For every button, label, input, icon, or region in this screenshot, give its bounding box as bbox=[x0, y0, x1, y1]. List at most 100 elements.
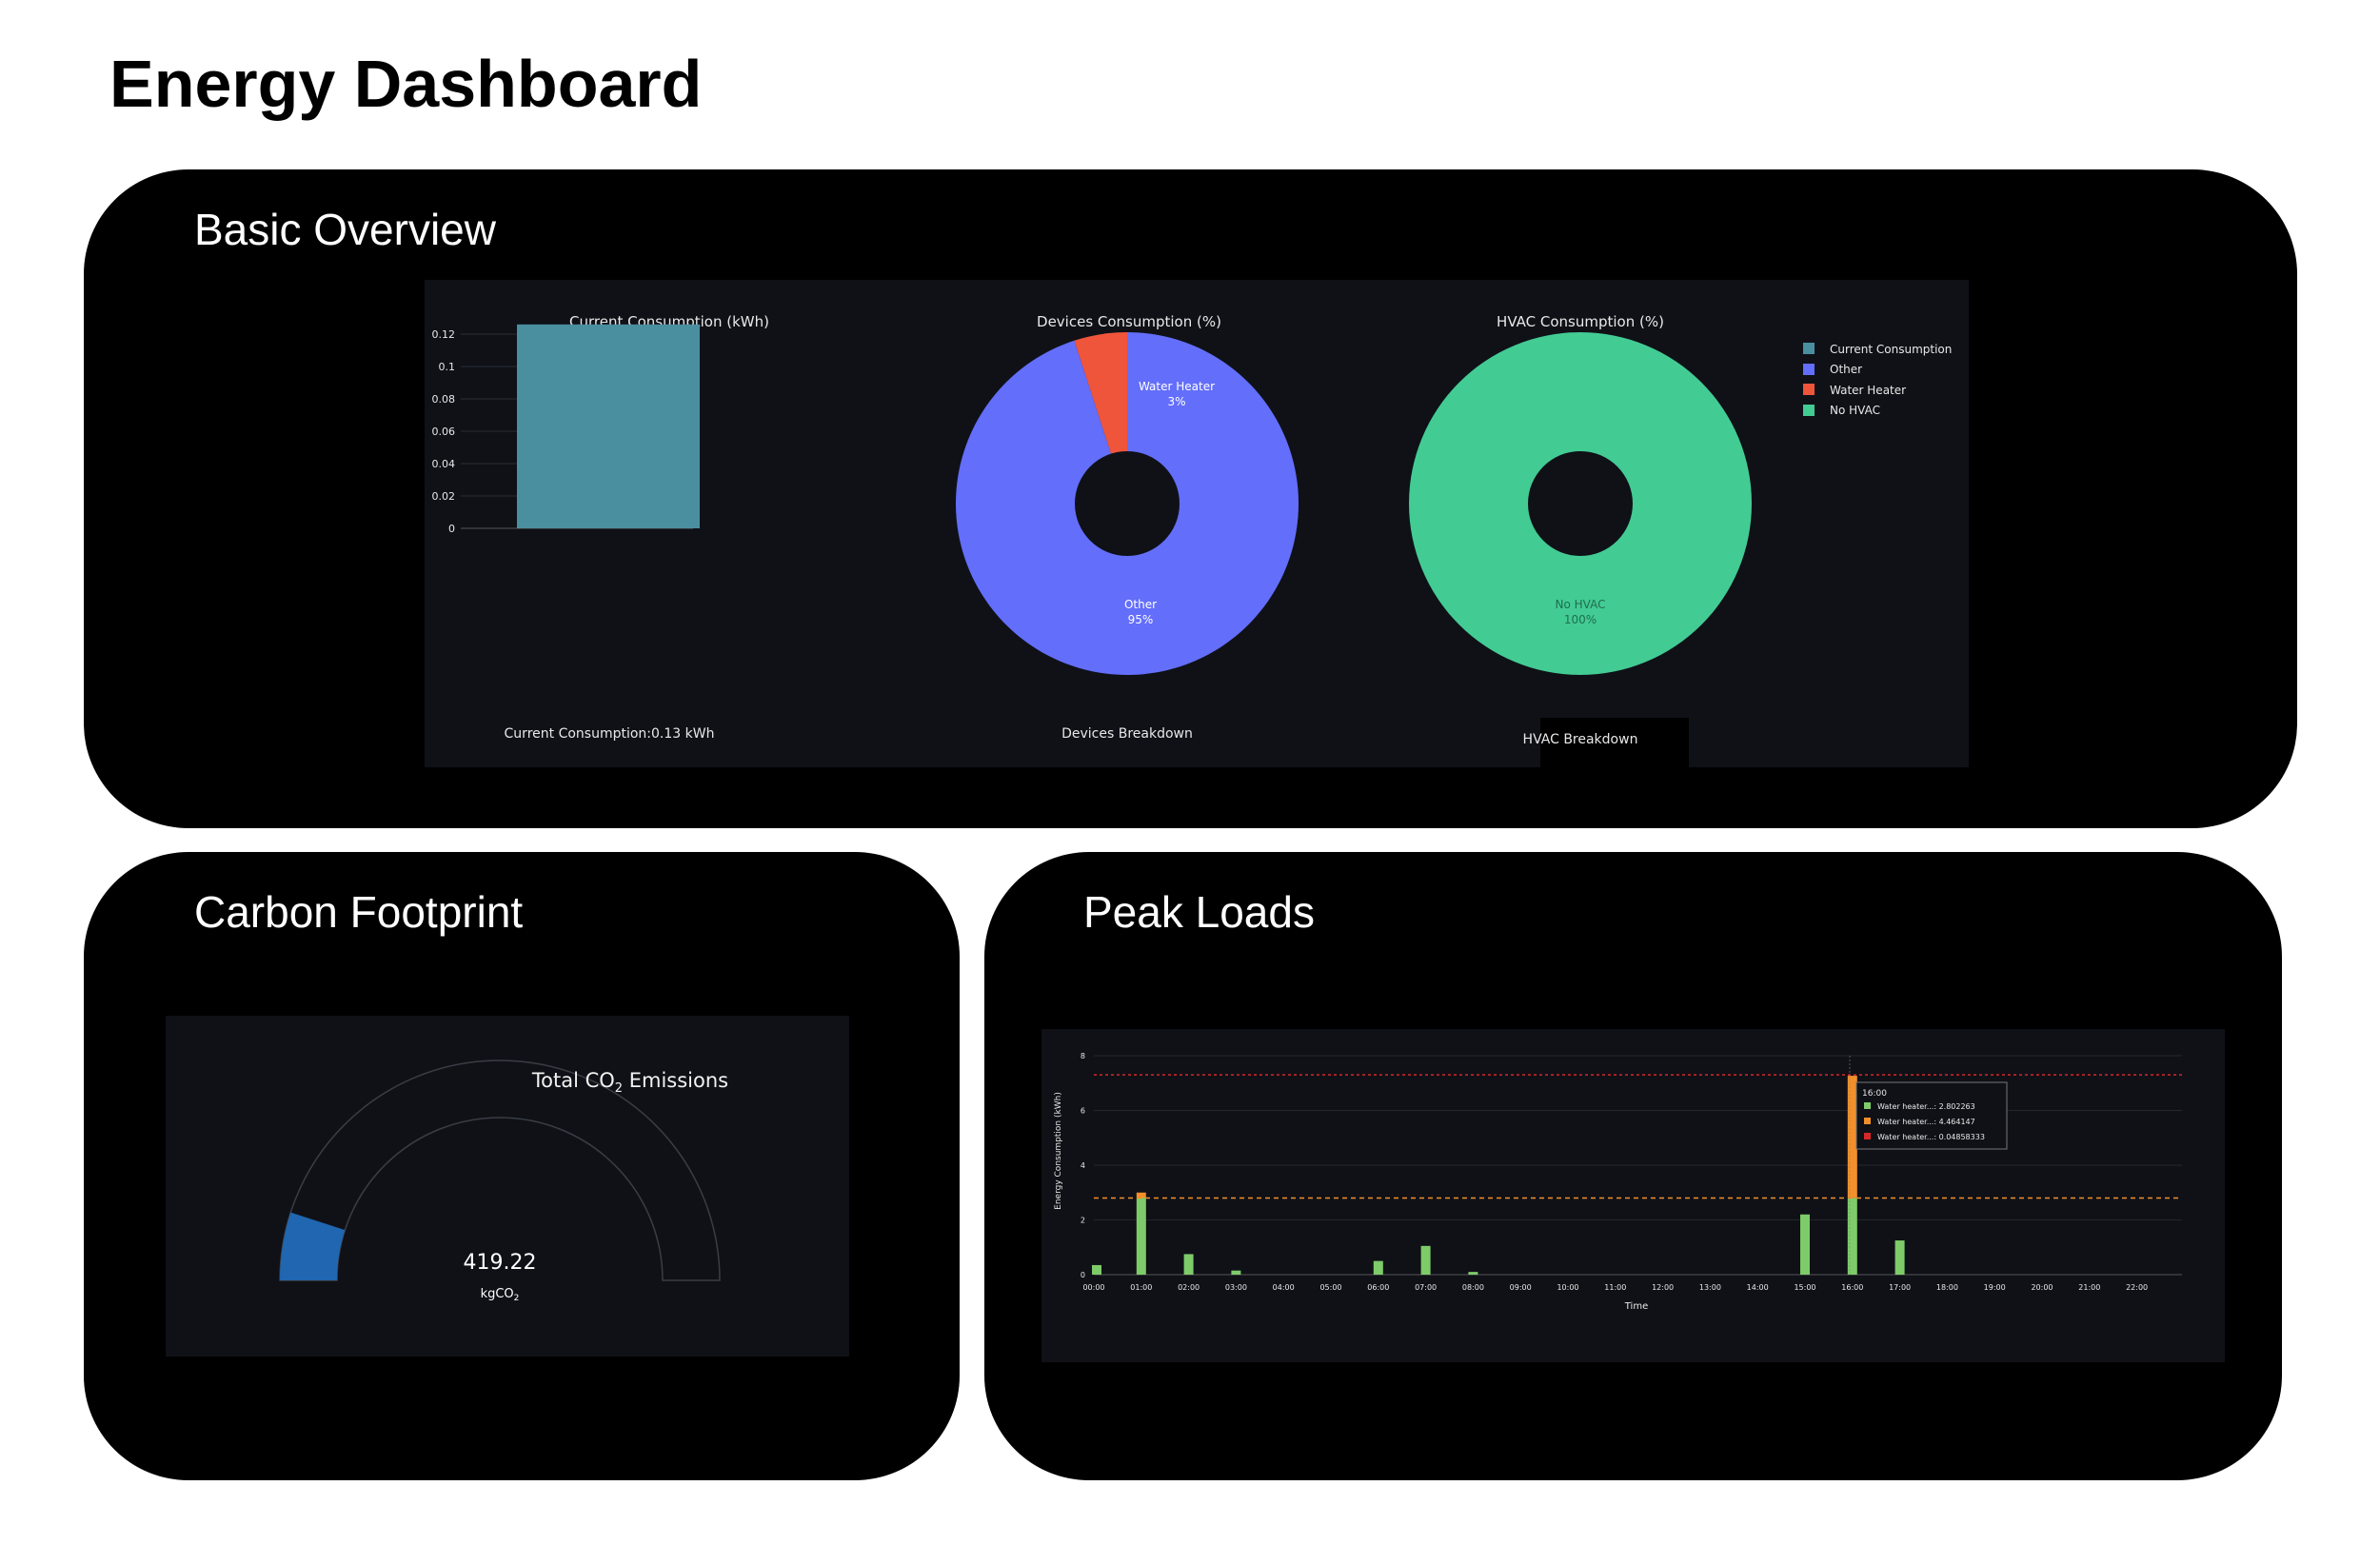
bar-y-tick-label: 0.04 bbox=[432, 458, 456, 470]
peak-x-tick-label: 03:00 bbox=[1225, 1283, 1247, 1292]
peak-x-tick-label: 01:00 bbox=[1130, 1283, 1152, 1292]
water-heater-slice-pct: 3% bbox=[1167, 395, 1185, 408]
water-heater-slice-label: Water Heater bbox=[1139, 380, 1215, 393]
peak-x-tick-label: 20:00 bbox=[2031, 1283, 2053, 1292]
peak-x-tick-label: 19:00 bbox=[1984, 1283, 2006, 1292]
tooltip-row-2: Water heater...: 4.464147 bbox=[1877, 1118, 1975, 1126]
peak-x-tick-label: 21:00 bbox=[2078, 1283, 2100, 1292]
devices-consumption-title: Devices Consumption (%) bbox=[1037, 313, 1221, 330]
tooltip-box bbox=[1855, 1081, 2008, 1150]
peak-x-tick-label: 15:00 bbox=[1794, 1283, 1815, 1292]
overview-charts-svg: Current Consumption (kWh) 00.020.040.060… bbox=[432, 313, 1952, 767]
hvac-consumption-title: HVAC Consumption (%) bbox=[1497, 313, 1664, 330]
carbon-footprint-title: Carbon Footprint bbox=[194, 887, 524, 937]
peak-y-tick-label: 8 bbox=[1081, 1052, 1085, 1060]
tooltip-time: 16:00 bbox=[1862, 1089, 1887, 1099]
peak-x-tick-label: 02:00 bbox=[1178, 1283, 1200, 1292]
carbon-footprint-card: Carbon Footprint Total CO2 Emissions 419… bbox=[84, 852, 960, 1480]
tooltip-swatch-1 bbox=[1864, 1102, 1871, 1109]
peak-bar-orange[interactable] bbox=[1136, 1192, 1146, 1199]
current-consumption-grid: 0 0.02 0.04 0.06 0.08 0.1 0.12 bbox=[432, 328, 693, 535]
peak-bar-green[interactable] bbox=[1468, 1272, 1478, 1275]
overview-legend[interactable]: Current Consumption Other Water Heater N… bbox=[1803, 343, 1952, 417]
tooltip-row-3: Water heater...: 0.04858333 bbox=[1877, 1133, 1985, 1141]
gauge-unit: kgCO2 bbox=[481, 1287, 520, 1303]
peak-x-tick-label: 04:00 bbox=[1273, 1283, 1295, 1292]
legend-swatch-other bbox=[1803, 364, 1815, 375]
tooltip-swatch-2 bbox=[1864, 1118, 1871, 1124]
peak-bar-green[interactable] bbox=[1136, 1198, 1146, 1276]
peak-y-tick-label: 4 bbox=[1081, 1161, 1085, 1170]
gauge-title: Total CO2 Emissions bbox=[531, 1069, 728, 1096]
peak-x-tick-label: 13:00 bbox=[1699, 1283, 1721, 1292]
peak-loads-title: Peak Loads bbox=[1083, 887, 1315, 937]
tooltip-row-1: Water heater...: 2.802263 bbox=[1877, 1102, 1975, 1111]
bar-y-tick-label: 0 bbox=[448, 523, 455, 535]
peak-grid: 0 2 4 6 8 bbox=[1081, 1052, 2182, 1279]
peak-bar-green[interactable] bbox=[1231, 1270, 1241, 1275]
tooltip-swatch-3 bbox=[1864, 1133, 1871, 1139]
peak-y-tick-label: 6 bbox=[1081, 1107, 1085, 1116]
legend-swatch-current bbox=[1803, 343, 1815, 354]
legend-item-water-heater[interactable]: Water Heater bbox=[1830, 384, 1906, 397]
current-consumption-bar[interactable] bbox=[517, 324, 700, 528]
peak-bar-green[interactable] bbox=[1092, 1264, 1101, 1275]
peak-x-tick-label: 09:00 bbox=[1510, 1283, 1532, 1292]
devices-donut-hole bbox=[1075, 451, 1180, 556]
hvac-donut-hole bbox=[1528, 451, 1633, 556]
peak-bars[interactable] bbox=[1092, 1076, 1905, 1275]
peak-loads-card: Peak Loads 0 2 4 6 8 00:00 01:00 02:00 03:00 04:… bbox=[984, 852, 2282, 1480]
page-title: Energy Dashboard bbox=[109, 47, 703, 121]
peak-bar-green[interactable] bbox=[1420, 1245, 1431, 1275]
peak-x-tick-label: 10:00 bbox=[1557, 1283, 1578, 1292]
bar-y-tick-label: 0.02 bbox=[432, 490, 456, 503]
hvac-breakdown-footer: HVAC Breakdown bbox=[1523, 732, 1638, 747]
current-consumption-bars bbox=[517, 324, 700, 528]
peak-threshold-lines bbox=[1094, 1074, 2182, 1199]
peak-x-tick-label: 07:00 bbox=[1415, 1283, 1437, 1292]
legend-item-other[interactable]: Other bbox=[1830, 363, 1862, 376]
peak-bar-green[interactable] bbox=[1847, 1198, 1857, 1275]
no-hvac-slice-pct: 100% bbox=[1564, 613, 1597, 626]
basic-overview-plot: Current Consumption (kWh) 0 0.02 0.04 0.06 0… bbox=[425, 280, 1969, 767]
peak-x-tick-label: 08:00 bbox=[1462, 1283, 1484, 1292]
peak-bar-green[interactable] bbox=[1183, 1254, 1194, 1275]
other-slice-pct: 95% bbox=[1128, 613, 1154, 626]
basic-overview-title: Basic Overview bbox=[194, 205, 496, 254]
peak-x-tick-label: 16:00 bbox=[1841, 1283, 1863, 1292]
peak-x-tick-label: 11:00 bbox=[1604, 1283, 1626, 1292]
peak-x-tick-label: 06:00 bbox=[1367, 1283, 1389, 1292]
peak-x-tick-label: 17:00 bbox=[1889, 1283, 1911, 1292]
bar-y-tick-label: 0.08 bbox=[432, 393, 456, 406]
peak-x-tick-label: 18:00 bbox=[1936, 1283, 1958, 1292]
peak-bar-green[interactable] bbox=[1894, 1240, 1905, 1275]
peak-tooltip: 16:00 Water heater...: 2.802263 Water he… bbox=[1849, 1056, 2008, 1275]
peak-loads-plot: 0 2 4 6 8 00:00 01:00 02:00 03:00 04:00 05:00 06:0… bbox=[1041, 1029, 2225, 1362]
peak-x-tick-label: 22:00 bbox=[2126, 1283, 2148, 1292]
peak-bar-green[interactable] bbox=[1800, 1214, 1810, 1275]
legend-item-no-hvac[interactable]: No HVAC bbox=[1830, 404, 1880, 417]
basic-overview-card: Basic Overview Current Consumption (kWh)… bbox=[84, 169, 2297, 828]
peak-x-tick-label: 12:00 bbox=[1652, 1283, 1674, 1292]
peak-x-ticks: 00:00 01:00 02:00 03:00 04:00 05:00 06:00 07:00… bbox=[1082, 1283, 2148, 1292]
peak-y-axis-label: Energy Consumption (kWh) bbox=[1054, 1092, 1063, 1210]
gauge-track bbox=[279, 1060, 721, 1281]
peak-bar-green[interactable] bbox=[1373, 1260, 1383, 1275]
gauge-value-arc bbox=[280, 1212, 346, 1280]
peak-x-tick-label: 14:00 bbox=[1747, 1283, 1769, 1292]
peak-y-tick-label: 2 bbox=[1081, 1217, 1085, 1225]
legend-item-current[interactable]: Current Consumption bbox=[1830, 343, 1952, 356]
bar-y-tick-label: 0.06 bbox=[432, 426, 456, 438]
peak-y-tick-label: 0 bbox=[1081, 1271, 1085, 1279]
devices-breakdown-footer: Devices Breakdown bbox=[1061, 726, 1193, 742]
gauge-value: 419.22 bbox=[464, 1251, 537, 1275]
peak-x-axis-label: Time bbox=[1624, 1301, 1648, 1312]
bar-y-tick-label: 0.12 bbox=[432, 328, 456, 341]
peak-loads-svg: 0 2 4 6 8 00:00 01:00 02:00 03:00 04:00 05:00 06:0… bbox=[1054, 1052, 2182, 1312]
peak-x-tick-label: 05:00 bbox=[1319, 1283, 1341, 1292]
hvac-footer-patch bbox=[1540, 718, 1689, 767]
carbon-gauge-plot: Total CO2 Emissions 419.22 kgCO2 bbox=[166, 1016, 849, 1357]
peak-bar-orange[interactable] bbox=[1847, 1076, 1857, 1199]
peak-x-tick-label: 00:00 bbox=[1082, 1283, 1104, 1292]
legend-swatch-water-heater bbox=[1803, 384, 1815, 395]
